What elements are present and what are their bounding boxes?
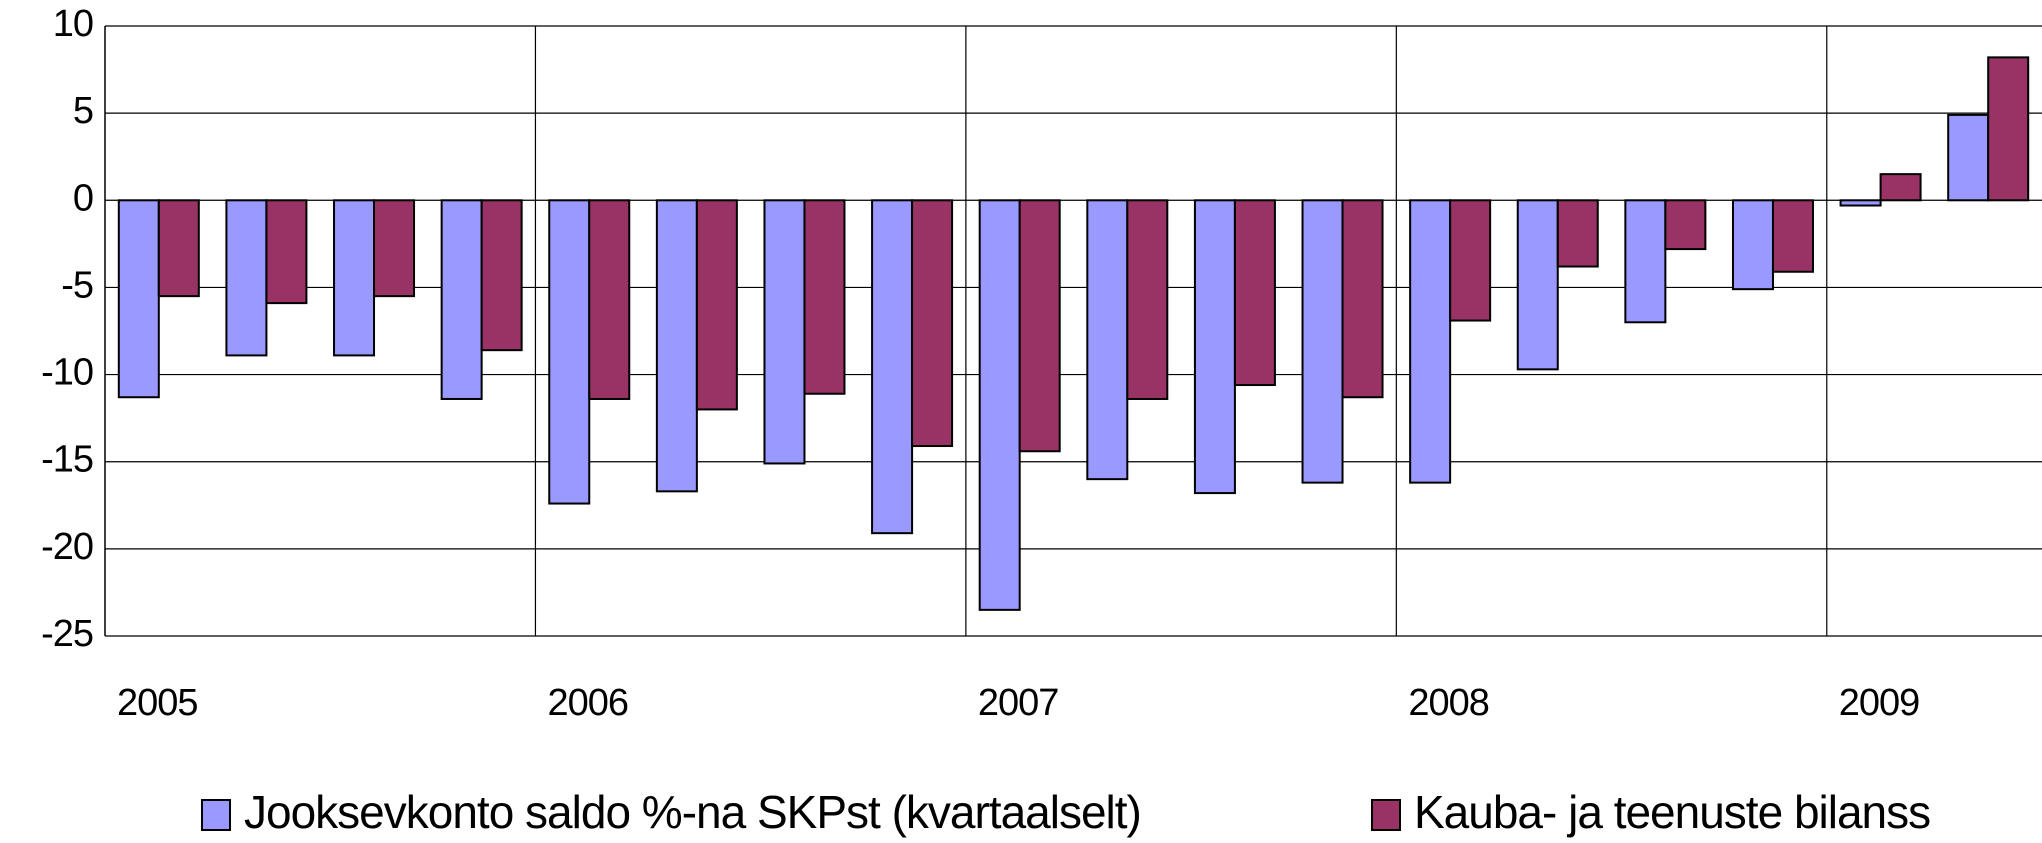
x-tick-label: 2007 bbox=[978, 682, 1059, 724]
bar bbox=[373, 199, 416, 298]
bar bbox=[911, 199, 954, 448]
bar bbox=[763, 199, 806, 465]
bar bbox=[333, 199, 376, 357]
bar bbox=[117, 199, 160, 399]
bar bbox=[1301, 199, 1344, 484]
bar bbox=[695, 199, 738, 411]
y-tick-label: 10 bbox=[53, 3, 93, 45]
y-tick-label: 5 bbox=[73, 90, 93, 132]
x-tick-label: 2006 bbox=[547, 682, 628, 724]
legend-label: Jooksevkonto saldo %-na SKPst (kvartaals… bbox=[244, 786, 1141, 838]
legend-label: Kauba- ja teenuste bilanss bbox=[1414, 786, 1930, 838]
bar bbox=[548, 199, 591, 505]
bar bbox=[1987, 56, 2030, 202]
bar bbox=[1193, 199, 1236, 495]
bar bbox=[978, 199, 1021, 611]
y-tick-label: -25 bbox=[41, 613, 93, 655]
y-tick-label: -20 bbox=[41, 526, 93, 568]
bar bbox=[803, 199, 846, 395]
bar bbox=[1624, 199, 1667, 324]
bar bbox=[440, 199, 483, 400]
y-tick-label: 0 bbox=[73, 177, 93, 219]
bar bbox=[655, 199, 698, 493]
bar bbox=[1664, 199, 1707, 251]
bar bbox=[480, 199, 523, 352]
bar bbox=[1556, 199, 1599, 268]
y-tick-label: -15 bbox=[41, 439, 93, 481]
x-tick-label: 2009 bbox=[1839, 682, 1920, 724]
bar bbox=[1771, 199, 1814, 273]
x-tick-label: 2008 bbox=[1408, 682, 1489, 724]
bar bbox=[1731, 199, 1774, 291]
bar bbox=[1233, 199, 1276, 387]
bar bbox=[588, 199, 631, 400]
bar bbox=[1449, 199, 1492, 322]
bar bbox=[225, 199, 268, 357]
bar bbox=[871, 199, 914, 535]
bar bbox=[157, 199, 200, 298]
legend: Jooksevkonto saldo %-na SKPst (kvartaals… bbox=[201, 786, 1931, 838]
bar bbox=[1516, 199, 1559, 371]
bar bbox=[1341, 199, 1384, 399]
x-tick-label: 2005 bbox=[117, 682, 198, 724]
bar bbox=[1126, 199, 1169, 400]
bar bbox=[1409, 199, 1452, 484]
bar bbox=[1879, 173, 1922, 202]
y-tick-label: -10 bbox=[41, 352, 93, 394]
y-tick-label: -5 bbox=[61, 264, 93, 306]
bar bbox=[1947, 113, 1990, 202]
bar bbox=[1086, 199, 1129, 481]
bar bbox=[265, 199, 308, 305]
legend-swatch bbox=[201, 799, 231, 831]
legend-swatch bbox=[1371, 799, 1401, 831]
bar bbox=[1839, 199, 1882, 207]
bar bbox=[1018, 199, 1061, 453]
